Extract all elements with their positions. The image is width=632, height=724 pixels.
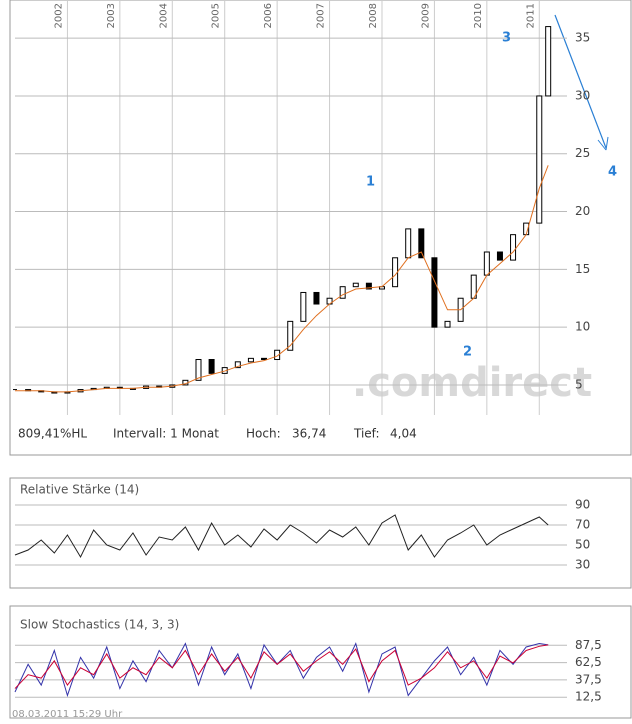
candle — [313, 291, 320, 305]
arrow-head — [597, 136, 609, 151]
candle — [418, 228, 425, 259]
interval: Intervall: 1 Monat — [113, 427, 219, 441]
x-tick-label: 2004 — [158, 3, 169, 28]
y-tick-label: 20 — [575, 204, 590, 218]
candle — [545, 26, 552, 97]
candle — [287, 320, 294, 351]
y-tick-label: 90 — [575, 498, 590, 512]
y-tick-label: 5 — [575, 377, 583, 391]
y-tick-label: 37,5 — [575, 672, 602, 686]
x-tick-label: 2005 — [211, 3, 222, 28]
y-tick-label: 70 — [575, 518, 590, 532]
low-label: Tief: — [353, 427, 380, 441]
arrow — [554, 14, 607, 149]
candle — [274, 349, 281, 361]
x-tick-label: 2008 — [368, 3, 379, 28]
series-line — [15, 165, 549, 393]
y-tick-label: 87,5 — [575, 638, 602, 652]
candle — [405, 228, 412, 259]
panel-title: Relative Stärke (14) — [20, 483, 139, 497]
candle — [431, 257, 438, 328]
candle — [234, 361, 241, 369]
candle — [339, 286, 346, 299]
y-tick-label: 10 — [575, 320, 590, 334]
annotation: 4 — [608, 165, 617, 180]
candle — [195, 359, 202, 381]
y-tick-label: 50 — [575, 538, 590, 552]
y-tick-label: 15 — [575, 262, 590, 276]
rsi-panel — [9, 477, 632, 589]
x-tick-label: 2009 — [420, 3, 431, 28]
candle — [261, 357, 268, 361]
candle — [444, 320, 451, 328]
x-tick-label: 2006 — [263, 3, 274, 28]
y-tick-label: 12,5 — [575, 690, 602, 704]
series-line — [14, 644, 549, 689]
x-tick-label: 2007 — [316, 3, 327, 28]
watermark: .comdirect — [352, 360, 592, 406]
high-value: 36,74 — [292, 427, 326, 441]
x-tick-label: 2002 — [53, 3, 64, 28]
timestamp: 08.03.2011 15:29 Uhr — [12, 709, 123, 720]
x-tick-label: 2011 — [525, 3, 536, 28]
candle — [536, 95, 543, 224]
x-tick-label: 2010 — [473, 3, 484, 28]
series-line — [14, 642, 549, 698]
y-tick-label: 30 — [575, 88, 590, 102]
candle — [496, 251, 503, 261]
candle — [483, 251, 490, 276]
annotation: 2 — [463, 345, 472, 360]
series-line — [14, 514, 549, 559]
candle — [208, 359, 215, 374]
annotation: 1 — [366, 175, 375, 190]
x-tick-label: 2003 — [106, 3, 117, 28]
candle — [510, 234, 517, 261]
y-tick-label: 25 — [575, 146, 590, 160]
high-label: Hoch: — [246, 427, 281, 441]
stoch-panel — [9, 605, 632, 719]
performance: 809,41%HL — [18, 427, 87, 441]
candle — [352, 282, 359, 288]
y-tick-label: 30 — [575, 558, 590, 572]
candle — [247, 357, 254, 363]
y-tick-label: 62,5 — [575, 655, 602, 669]
panel-title: Slow Stochastics (14, 3, 3) — [20, 618, 179, 632]
annotation: 3 — [502, 31, 511, 46]
candle — [365, 282, 372, 290]
candle — [300, 291, 307, 322]
low-value: 4,04 — [390, 427, 417, 441]
y-tick-label: 35 — [575, 31, 590, 45]
